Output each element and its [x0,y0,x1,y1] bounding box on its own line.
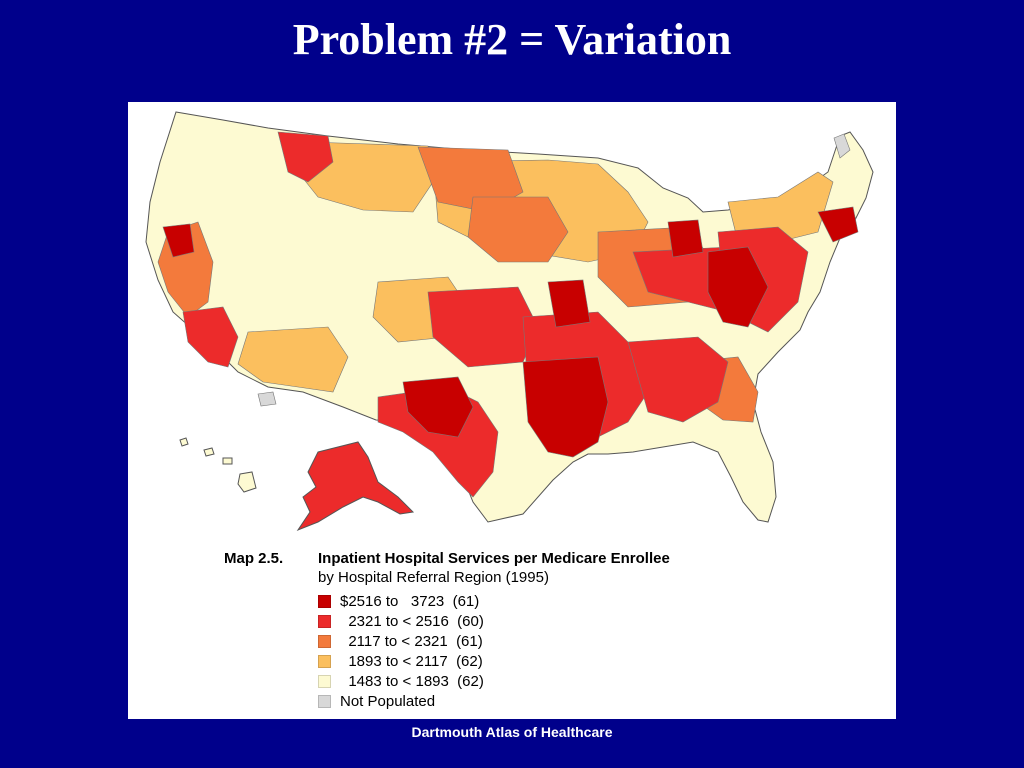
region-missouri [547,279,591,328]
hawaii [179,437,257,493]
region-not-populated-maine [833,133,851,159]
alaska [296,441,415,532]
map-legend: Map 2.5. Inpatient Hospital Services per… [224,550,884,711]
legend-swatch [318,694,331,708]
region-texas-dark [402,376,474,438]
legend-heading: Map 2.5. Inpatient Hospital Services per… [224,550,884,567]
legend-item: 1893 to < 2117 (62) [318,651,884,671]
legend-swatch [318,674,331,688]
region-michigan [667,219,704,258]
legend-item: Not Populated [318,691,884,711]
legend-swatch [318,654,331,668]
legend-item: 1483 to < 1893 (62) [318,671,884,691]
legend-label: Not Populated [340,692,436,710]
region-northern-california [162,223,195,258]
legend-map-number: Map 2.5. [224,550,284,567]
slide-title: Problem #2 = Variation [292,15,732,64]
legend-title: Inpatient Hospital Services per Medicare… [318,550,670,567]
footer-credit: Dartmouth Atlas of Healthcare [411,724,613,740]
legend-label: $2516 to 3723 (61) [340,592,480,610]
legend-label: 1893 to < 2117 (62) [340,652,483,670]
legend-label: 1483 to < 1893 (62) [340,672,484,690]
legend-item: $2516 to 3723 (61) [318,591,884,611]
map-panel: Map 2.5. Inpatient Hospital Services per… [128,102,896,719]
legend-item: 2117 to < 2321 (61) [318,631,884,651]
region-appalachia [707,246,769,328]
region-southwest [237,326,349,393]
legend-label: 2321 to < 2516 (60) [340,612,484,630]
legend-label: 2117 to < 2321 (61) [340,632,483,650]
region-southeast-red [627,336,729,423]
legend-list: $2516 to 3723 (61) 2321 to < 2516 (60) 2… [318,591,884,711]
legend-swatch [318,594,331,608]
region-new-england [817,206,859,243]
legend-subtitle: by Hospital Referral Region (1995) [318,569,549,586]
legend-swatch [318,614,331,628]
region-mountain-red [277,131,334,183]
region-not-populated-southwest [257,391,277,407]
region-california-south [182,306,239,368]
legend-item: 2321 to < 2516 (60) [318,611,884,631]
region-lower-mississippi [522,356,609,458]
legend-swatch [318,634,331,648]
region-midwest-a [467,196,569,263]
us-choropleth-map [145,111,874,532]
